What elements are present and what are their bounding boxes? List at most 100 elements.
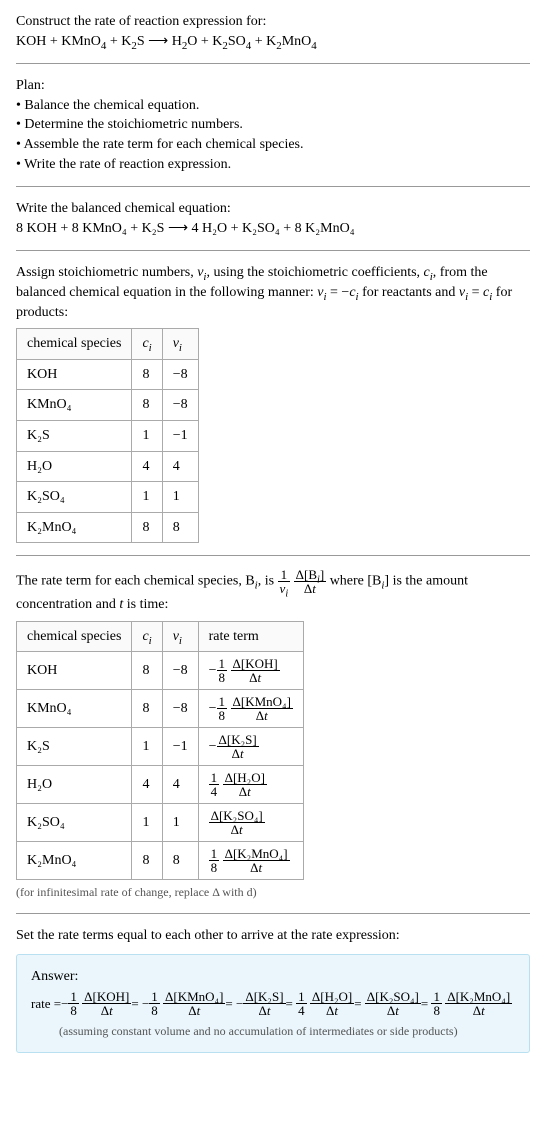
rate-prefix: rate =: [31, 995, 61, 1013]
divider: [16, 63, 530, 64]
cell-ci: 8: [132, 842, 162, 880]
fraction: Δ[K₂MnO₄]Δt: [223, 847, 290, 874]
table-row: H₂O44: [17, 451, 199, 482]
table-row: H₂O4414 Δ[H₂O]Δt: [17, 766, 304, 804]
cell-species: H₂O: [17, 451, 132, 482]
plan-item: • Assemble the rate term for each chemic…: [16, 135, 530, 155]
one-over-nui: 1νi: [278, 568, 291, 595]
fraction: 18: [217, 695, 228, 722]
fraction: 18: [68, 990, 79, 1017]
cell-vi: 1: [162, 804, 198, 842]
text: , is: [258, 574, 278, 589]
cell-ci: 8: [132, 652, 162, 690]
eq-part: H: [172, 34, 182, 49]
cell-species: K₂MnO₄: [17, 842, 132, 880]
cell-ci: 8: [132, 690, 162, 728]
eq-sep: =: [354, 995, 361, 1013]
eq-part: O + K: [187, 34, 222, 49]
fraction: Δ[K₂MnO₄]Δt: [445, 990, 512, 1017]
fraction: 18: [149, 990, 160, 1017]
text: = −: [327, 285, 350, 300]
table-row: K₂SO₄11Δ[K₂SO₄]Δt: [17, 804, 304, 842]
table-row: K₂S1−1: [17, 420, 199, 451]
text: Assign stoichiometric numbers,: [16, 265, 197, 280]
neg: −: [236, 995, 243, 1013]
cell-vi: −8: [162, 359, 198, 390]
cell-ci: 8: [132, 512, 162, 543]
header-equation: KOH + KMnO4 + K2S ⟶ H2O + K2SO4 + K2MnO4: [16, 32, 530, 52]
eq-sep: =: [225, 995, 232, 1013]
sub-i: i: [149, 635, 152, 647]
divider: [16, 913, 530, 914]
answer-box: Answer: rate = −18 Δ[KOH]Δt = −18 Δ[KMnO…: [16, 954, 530, 1053]
plan-item: • Determine the stoichiometric numbers.: [16, 115, 530, 135]
fraction: 14: [209, 771, 220, 798]
table-row: KMnO₄8−8: [17, 390, 199, 421]
fraction: Δ[H₂O]Δt: [223, 771, 267, 798]
sub4: 4: [311, 39, 316, 51]
sub-i: i: [179, 635, 182, 647]
eq-sep: =: [286, 995, 293, 1013]
fraction: Δ[K₂SO₄]Δt: [209, 809, 265, 836]
cell-vi: 4: [162, 766, 198, 804]
divider: [16, 555, 530, 556]
cell-vi: 1: [162, 482, 198, 513]
fraction: Δ[K₂SO₄]Δt: [365, 990, 421, 1017]
answer-rate-expression: rate = −18 Δ[KOH]Δt = −18 Δ[KMnO₄]Δt = −…: [31, 990, 515, 1017]
stoich-table-1: chemical species ci νi KOH8−8KMnO₄8−8K₂S…: [16, 328, 199, 543]
finalset-text: Set the rate terms equal to each other t…: [16, 926, 530, 946]
table-row: KOH8−8: [17, 359, 199, 390]
fraction: Δ[KMnO₄]Δt: [231, 695, 293, 722]
col-species: chemical species: [17, 329, 132, 360]
table-row: K₂S1−1−Δ[K₂S]Δt: [17, 728, 304, 766]
cell-vi: 8: [162, 512, 198, 543]
eq-part: KOH + KMnO: [16, 34, 101, 49]
cell-rateterm: 14 Δ[H₂O]Δt: [198, 766, 303, 804]
eq-part: S: [137, 34, 145, 49]
fraction: 14: [296, 990, 307, 1017]
cell-rateterm: −Δ[K₂S]Δt: [198, 728, 303, 766]
fraction: 18: [217, 657, 228, 684]
cell-vi: −8: [162, 690, 198, 728]
cell-vi: −8: [162, 390, 198, 421]
cell-ci: 1: [132, 728, 162, 766]
divider: [16, 186, 530, 187]
cell-species: K₂S: [17, 728, 132, 766]
balanced-title: Write the balanced chemical equation:: [16, 199, 530, 219]
col-species: chemical species: [17, 621, 132, 652]
fraction: Δ[KOH]Δt: [82, 990, 131, 1017]
fraction: Δ[K₂S]Δt: [243, 990, 285, 1017]
cell-species: KMnO₄: [17, 390, 132, 421]
table-header-row: chemical species ci νi: [17, 329, 199, 360]
cell-vi: −1: [162, 420, 198, 451]
divider: [16, 250, 530, 251]
table-row: K₂MnO₄88: [17, 512, 199, 543]
table-row: KOH8−8−18 Δ[KOH]Δt: [17, 652, 304, 690]
eq-part: MnO: [282, 34, 312, 49]
neg: −: [209, 699, 217, 719]
table2-footnote: (for infinitesimal rate of change, repla…: [16, 884, 530, 901]
stoich-table-2: chemical species ci νi rate term KOH8−8−…: [16, 621, 304, 881]
neg: −: [209, 737, 217, 757]
cell-vi: −8: [162, 652, 198, 690]
cell-species: K₂MnO₄: [17, 512, 132, 543]
cell-ci: 1: [132, 482, 162, 513]
fraction: Δ[K₂S]Δt: [217, 733, 259, 760]
cell-species: KMnO₄: [17, 690, 132, 728]
sub-i: i: [149, 342, 152, 354]
col-vi: νi: [162, 329, 198, 360]
balanced-equation: 8 KOH + 8 KMnO₄ + K₂S ⟶ 4 H₂O + K₂SO₄ + …: [16, 219, 530, 239]
neg: −: [142, 995, 149, 1013]
cell-ci: 4: [132, 451, 162, 482]
fraction: Δ[KOH]Δt: [231, 657, 280, 684]
cell-rateterm: −18 Δ[KMnO₄]Δt: [198, 690, 303, 728]
eq-part: SO: [228, 34, 246, 49]
cell-rateterm: −18 Δ[KOH]Δt: [198, 652, 303, 690]
cell-ci: 8: [132, 390, 162, 421]
cell-species: K₂S: [17, 420, 132, 451]
cell-species: H₂O: [17, 766, 132, 804]
cell-vi: −1: [162, 728, 198, 766]
cell-rateterm: Δ[K₂SO₄]Δt: [198, 804, 303, 842]
plan-title: Plan:: [16, 76, 530, 96]
plan-item: • Write the rate of reaction expression.: [16, 155, 530, 175]
